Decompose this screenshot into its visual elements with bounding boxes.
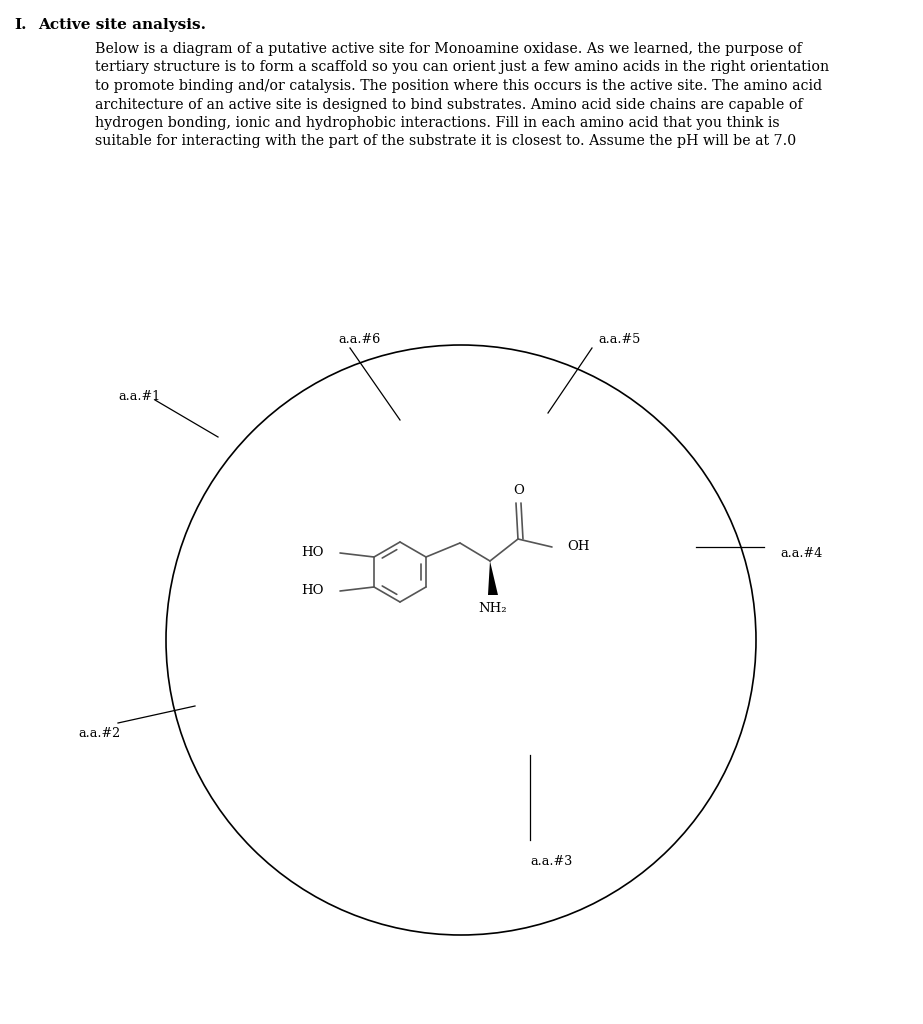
Text: hydrogen bonding, ionic and hydrophobic interactions. Fill in each amino acid th: hydrogen bonding, ionic and hydrophobic … [95,116,780,130]
Text: I.: I. [14,18,27,32]
Text: a.a.#5: a.a.#5 [598,333,641,346]
Text: a.a.#4: a.a.#4 [780,547,822,560]
Text: a.a.#1: a.a.#1 [118,390,160,403]
Text: a.a.#3: a.a.#3 [530,855,572,868]
Text: Active site analysis.: Active site analysis. [38,18,206,32]
Text: O: O [513,484,524,498]
Text: tertiary structure is to form a scaffold so you can orient just a few amino acid: tertiary structure is to form a scaffold… [95,60,829,75]
Text: a.a.#6: a.a.#6 [338,333,380,346]
Polygon shape [488,561,498,595]
Text: HO: HO [302,547,324,559]
Text: a.a.#2: a.a.#2 [78,727,120,740]
Text: suitable for interacting with the part of the substrate it is closest to. Assume: suitable for interacting with the part o… [95,134,797,148]
Text: HO: HO [302,585,324,597]
Text: NH₂: NH₂ [479,601,508,614]
Text: OH: OH [567,541,590,554]
Text: to promote binding and/or catalysis. The position where this occurs is the activ: to promote binding and/or catalysis. The… [95,79,822,93]
Text: Below is a diagram of a putative active site for Monoamine oxidase. As we learne: Below is a diagram of a putative active … [95,42,802,56]
Text: architecture of an active site is designed to bind substrates. Amino acid side c: architecture of an active site is design… [95,97,803,112]
